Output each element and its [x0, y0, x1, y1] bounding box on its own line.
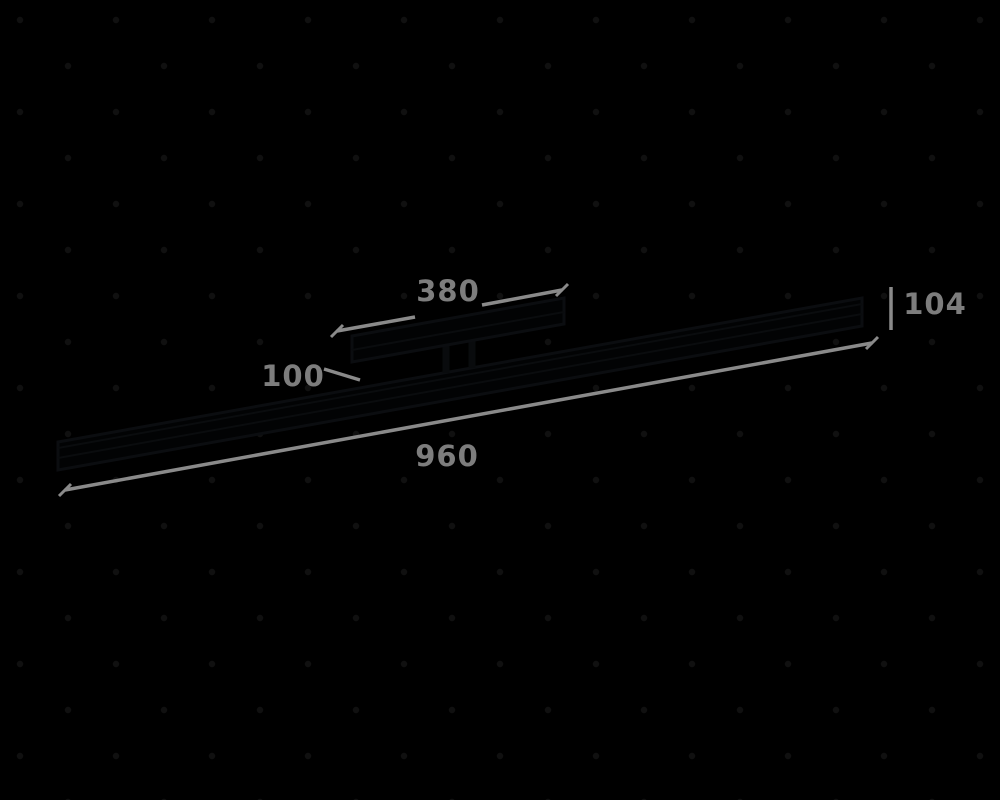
rail-mid-groove-line	[57, 313, 863, 459]
dimension-label-left-offset: 100	[261, 359, 325, 393]
rail-top-groove-line	[57, 303, 863, 449]
dimension-total-length: 960	[57, 335, 880, 498]
dimension-tick	[864, 335, 880, 351]
dimension-end-height: 104	[889, 287, 967, 330]
head-groove-line	[351, 311, 565, 351]
dimension-tick	[554, 282, 570, 298]
dimension-label-head-length: 380	[416, 274, 480, 308]
light-head	[350, 296, 566, 373]
dimension-tick	[329, 323, 345, 339]
dimension-label-total-length: 960	[415, 439, 479, 473]
dimension-left-offset: 100	[261, 359, 361, 393]
dimension-label-end-height: 104	[903, 287, 967, 321]
profile-rail	[56, 296, 864, 472]
dimension-tick	[57, 482, 73, 498]
dimension-head-length: 380	[329, 274, 570, 339]
